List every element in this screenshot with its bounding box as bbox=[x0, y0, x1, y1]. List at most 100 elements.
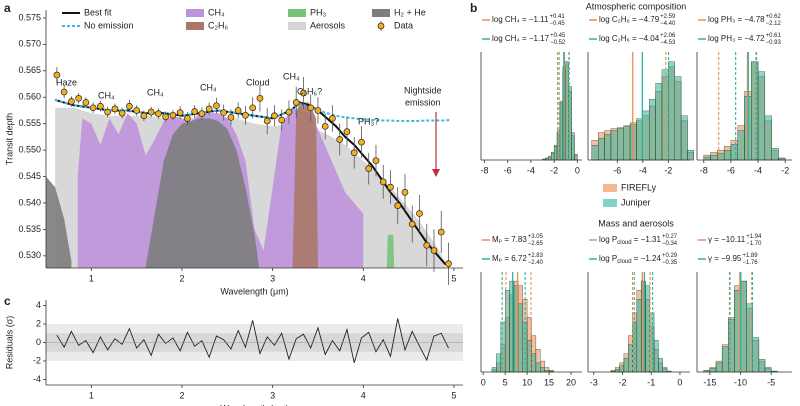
histogram-bar bbox=[752, 337, 760, 373]
legend-swatch bbox=[186, 9, 204, 17]
area bbox=[292, 102, 318, 268]
data-point bbox=[234, 107, 242, 114]
data-point bbox=[408, 220, 416, 228]
data-point bbox=[379, 178, 387, 186]
x-tick-label: -8 bbox=[700, 165, 708, 175]
estimate-label-text: log PH₃ = −4.78 bbox=[708, 15, 765, 24]
arrow-head bbox=[432, 169, 440, 177]
x-tick-label: 3 bbox=[270, 273, 275, 283]
data-point bbox=[176, 109, 184, 116]
histogram-bar bbox=[658, 358, 663, 373]
legend-label: Best fit bbox=[84, 7, 112, 17]
annotation: CH₄ bbox=[200, 82, 217, 92]
histogram-bar bbox=[674, 76, 682, 161]
lower-error: −0.35 bbox=[662, 260, 678, 266]
data-point bbox=[75, 94, 82, 102]
histogram-bar bbox=[619, 365, 625, 373]
data-point bbox=[249, 104, 257, 112]
data-point bbox=[184, 115, 191, 122]
data-point bbox=[278, 116, 286, 124]
histogram-bar bbox=[610, 130, 618, 161]
lower-error: −2.40 bbox=[528, 260, 544, 266]
histogram-bar bbox=[496, 353, 501, 373]
upper-error: +0.45 bbox=[550, 33, 566, 39]
estimate-label: log CH₄ = −1.11 bbox=[492, 15, 549, 24]
estimate-label-sub: cloud bbox=[617, 259, 631, 265]
histogram-bar bbox=[565, 61, 569, 161]
estimate-label-text: log P bbox=[599, 254, 617, 263]
legend-label: H₂ + He bbox=[394, 7, 426, 17]
histogram-bar bbox=[491, 367, 497, 373]
panel-label: c bbox=[4, 294, 11, 308]
histogram-bar bbox=[709, 368, 717, 373]
data-point bbox=[350, 149, 358, 157]
histogram-bar bbox=[574, 153, 578, 161]
y-tick-label: 0 bbox=[36, 337, 41, 347]
x-tick-label: -4 bbox=[639, 165, 647, 175]
annotation: Cloud bbox=[246, 77, 270, 87]
histogram-bar bbox=[598, 138, 605, 161]
y-tick-label: 0.570 bbox=[18, 39, 41, 49]
estimate-label-text: log PH₃ = −4.72 bbox=[708, 34, 765, 43]
legend-label: C₂H₆ bbox=[208, 20, 228, 30]
y-tick-label: 0.575 bbox=[18, 12, 41, 22]
line bbox=[56, 318, 449, 363]
histogram-bar bbox=[655, 83, 663, 161]
histogram-bar bbox=[730, 144, 738, 161]
data-point bbox=[365, 165, 373, 172]
histogram-bar bbox=[556, 132, 561, 161]
upper-error: +2.59 bbox=[660, 14, 676, 20]
y-axis-label: Residuals (σ) bbox=[4, 316, 14, 370]
histogram-bar bbox=[551, 152, 555, 161]
histogram-bar bbox=[758, 359, 766, 373]
data-point bbox=[147, 108, 155, 116]
data-point bbox=[60, 88, 68, 96]
data-point bbox=[256, 94, 264, 102]
histogram-bar bbox=[591, 145, 599, 161]
data-point bbox=[372, 157, 380, 165]
data-point bbox=[191, 108, 199, 115]
upper-error: +0.41 bbox=[549, 14, 565, 20]
panel-label: a bbox=[4, 1, 11, 15]
histogram-bar bbox=[680, 115, 688, 161]
histogram-bar bbox=[764, 115, 772, 161]
annotation: CH₄ bbox=[98, 90, 115, 100]
histogram-bar bbox=[548, 156, 552, 161]
estimate-label-text: = −1.24 bbox=[632, 254, 662, 263]
upper-error: +2.06 bbox=[660, 33, 676, 39]
lower-error: −1.70 bbox=[746, 241, 762, 247]
x-tick-label: 0 bbox=[481, 377, 486, 387]
y-tick-label: 0.540 bbox=[18, 197, 41, 207]
histogram-bar bbox=[518, 303, 523, 373]
data-point bbox=[336, 136, 344, 143]
data-point bbox=[423, 241, 431, 249]
histogram-bar bbox=[771, 148, 779, 161]
upper-error: +0.61 bbox=[766, 33, 782, 39]
legend-swatch bbox=[288, 9, 306, 17]
data-point bbox=[205, 105, 213, 113]
upper-error: +0.62 bbox=[766, 14, 782, 20]
annotation: PH₃? bbox=[358, 116, 379, 126]
estimate-label-sub: cloud bbox=[617, 240, 631, 246]
data-point bbox=[104, 108, 111, 116]
y-tick-label: -2 bbox=[33, 355, 41, 365]
x-tick-label: 1 bbox=[89, 390, 94, 400]
estimate-label-text: log CH₄ = −1.11 bbox=[492, 15, 549, 24]
estimate-label-text: log CH₄ = −1.17 bbox=[492, 34, 550, 43]
x-tick-label: -2 bbox=[664, 165, 672, 175]
histogram-bar bbox=[540, 367, 545, 373]
histogram-bar bbox=[710, 154, 718, 161]
y-axis-label: Transit depth bbox=[4, 113, 14, 165]
legend-swatch bbox=[377, 22, 385, 30]
histogram-bar bbox=[535, 362, 541, 373]
data-point bbox=[162, 113, 170, 121]
data-point bbox=[111, 105, 119, 113]
data-point bbox=[140, 112, 148, 120]
annotation: emission bbox=[405, 97, 441, 107]
data-point bbox=[307, 104, 315, 112]
estimate-label: log Pcloud = −1.31 bbox=[599, 235, 661, 245]
data-point bbox=[97, 102, 104, 110]
x-tick-label: -3 bbox=[590, 377, 598, 387]
lower-error: −4.40 bbox=[660, 21, 676, 27]
x-tick-label: -6 bbox=[727, 165, 735, 175]
